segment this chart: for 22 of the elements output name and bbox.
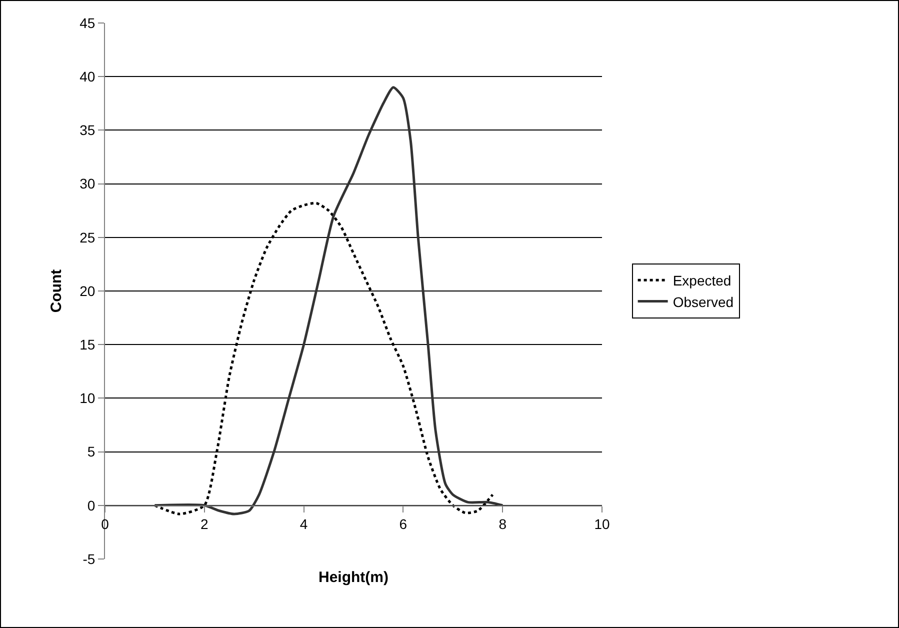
x-tick-label: 0 bbox=[101, 516, 110, 532]
y-tick-label: 30 bbox=[80, 176, 96, 192]
y-tick-label: 5 bbox=[87, 444, 96, 460]
y-tick-label: 35 bbox=[80, 122, 96, 138]
x-tick-label: 4 bbox=[300, 516, 308, 532]
x-axis-title: Height(m) bbox=[318, 569, 388, 586]
x-tick-label: 6 bbox=[399, 516, 408, 532]
y-tick-label: -5 bbox=[82, 550, 96, 567]
x-tick-label: 10 bbox=[594, 516, 610, 532]
legend-label: Expected bbox=[672, 272, 732, 289]
y-tick-label: 15 bbox=[80, 336, 96, 352]
y-tick-label: 10 bbox=[80, 390, 96, 406]
y-axis-title: Count bbox=[48, 269, 65, 313]
y-tick-label: 20 bbox=[80, 282, 96, 299]
y-tick-label: 40 bbox=[80, 68, 96, 84]
x-tick-label: 8 bbox=[498, 516, 507, 532]
y-tick-label: 45 bbox=[80, 14, 96, 31]
legend-label: Observed bbox=[672, 294, 734, 310]
y-tick-label: 0 bbox=[87, 497, 96, 514]
line-series bbox=[153, 86, 504, 516]
y-tick-label: 25 bbox=[80, 229, 96, 246]
x-tick-label: 2 bbox=[200, 516, 208, 532]
